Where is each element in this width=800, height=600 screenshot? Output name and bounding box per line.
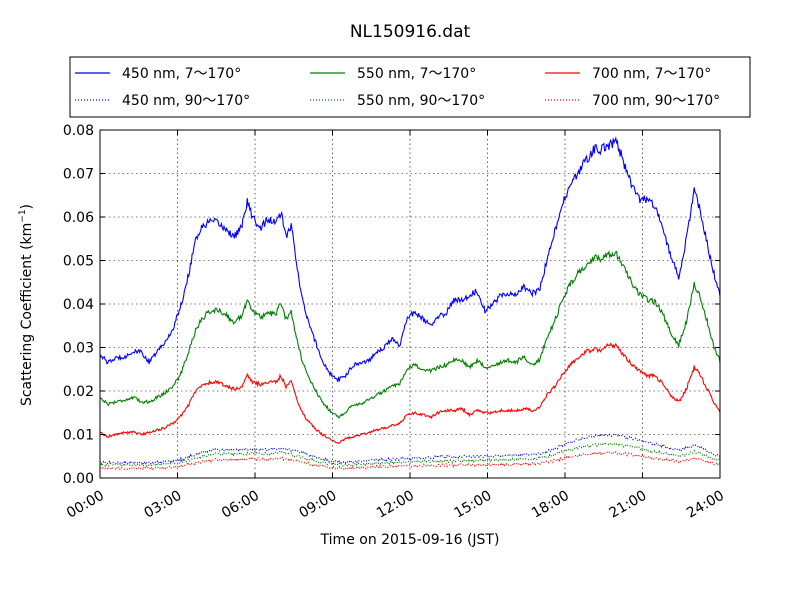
y-tick-labels: 0.00 0.01 0.02 0.03 0.04 0.05 0.06 0.07 0.08 xyxy=(63,123,94,487)
series-line xyxy=(99,441,721,468)
x-axis-label: Time on 2015-09-16 (JST) xyxy=(320,532,500,548)
y-axis-label: Scattering Coefficient (km−1) xyxy=(18,204,35,406)
x-tick-label: 24:00 xyxy=(684,488,727,522)
x-tick-label: 18:00 xyxy=(529,488,572,522)
legend: 450 nm, 7～170° 550 nm, 7～170° 700 nm, 7～17… xyxy=(69,56,751,118)
y-tick-label: 0.04 xyxy=(63,297,94,313)
chart-title: NL150916.dat xyxy=(350,22,471,42)
legend-label: 550 nm, 7～170° xyxy=(357,66,476,82)
legend-label: 450 nm, 7～170° xyxy=(122,66,241,82)
y-tick-label: 0.01 xyxy=(63,428,94,444)
x-tick-label: 03:00 xyxy=(142,488,185,522)
x-tick-label: 00:00 xyxy=(64,488,107,522)
legend-label: 700 nm, 90～170° xyxy=(592,93,720,109)
legend-label: 700 nm, 7～170° xyxy=(592,66,711,82)
x-tick-label: 06:00 xyxy=(219,488,262,522)
series-line xyxy=(99,249,721,419)
y-axis-label-end: ) xyxy=(19,204,35,209)
y-tick-label: 0.08 xyxy=(63,123,94,139)
x-tick-label: 21:00 xyxy=(607,488,650,522)
x-tick-label: 09:00 xyxy=(297,488,340,522)
grid xyxy=(99,129,721,479)
y-tick-label: 0.07 xyxy=(63,167,94,183)
y-tick-label: 0.06 xyxy=(63,210,94,226)
series-layer xyxy=(99,136,721,472)
x-tick-labels: 00:00 03:00 06:00 09:00 12:00 15:00 18:00 21:00… xyxy=(64,488,727,522)
y-tick-label: 0.03 xyxy=(63,341,94,357)
y-tick-label: 0.00 xyxy=(63,471,94,487)
legend-label: 450 nm, 90～170° xyxy=(122,93,250,109)
x-tick-label: 15:00 xyxy=(452,488,495,522)
x-tick-label: 12:00 xyxy=(374,488,417,522)
y-tick-label: 0.05 xyxy=(63,254,94,270)
legend-label: 550 nm, 90～170° xyxy=(357,93,485,109)
ticks xyxy=(99,129,721,479)
series-line xyxy=(99,342,721,445)
y-axis-label-main: Scattering Coefficient (km xyxy=(19,223,35,406)
y-tick-label: 0.02 xyxy=(63,384,94,400)
legend-box xyxy=(69,56,751,118)
series-line xyxy=(99,136,721,383)
y-axis-label-superscript: −1 xyxy=(18,209,28,222)
